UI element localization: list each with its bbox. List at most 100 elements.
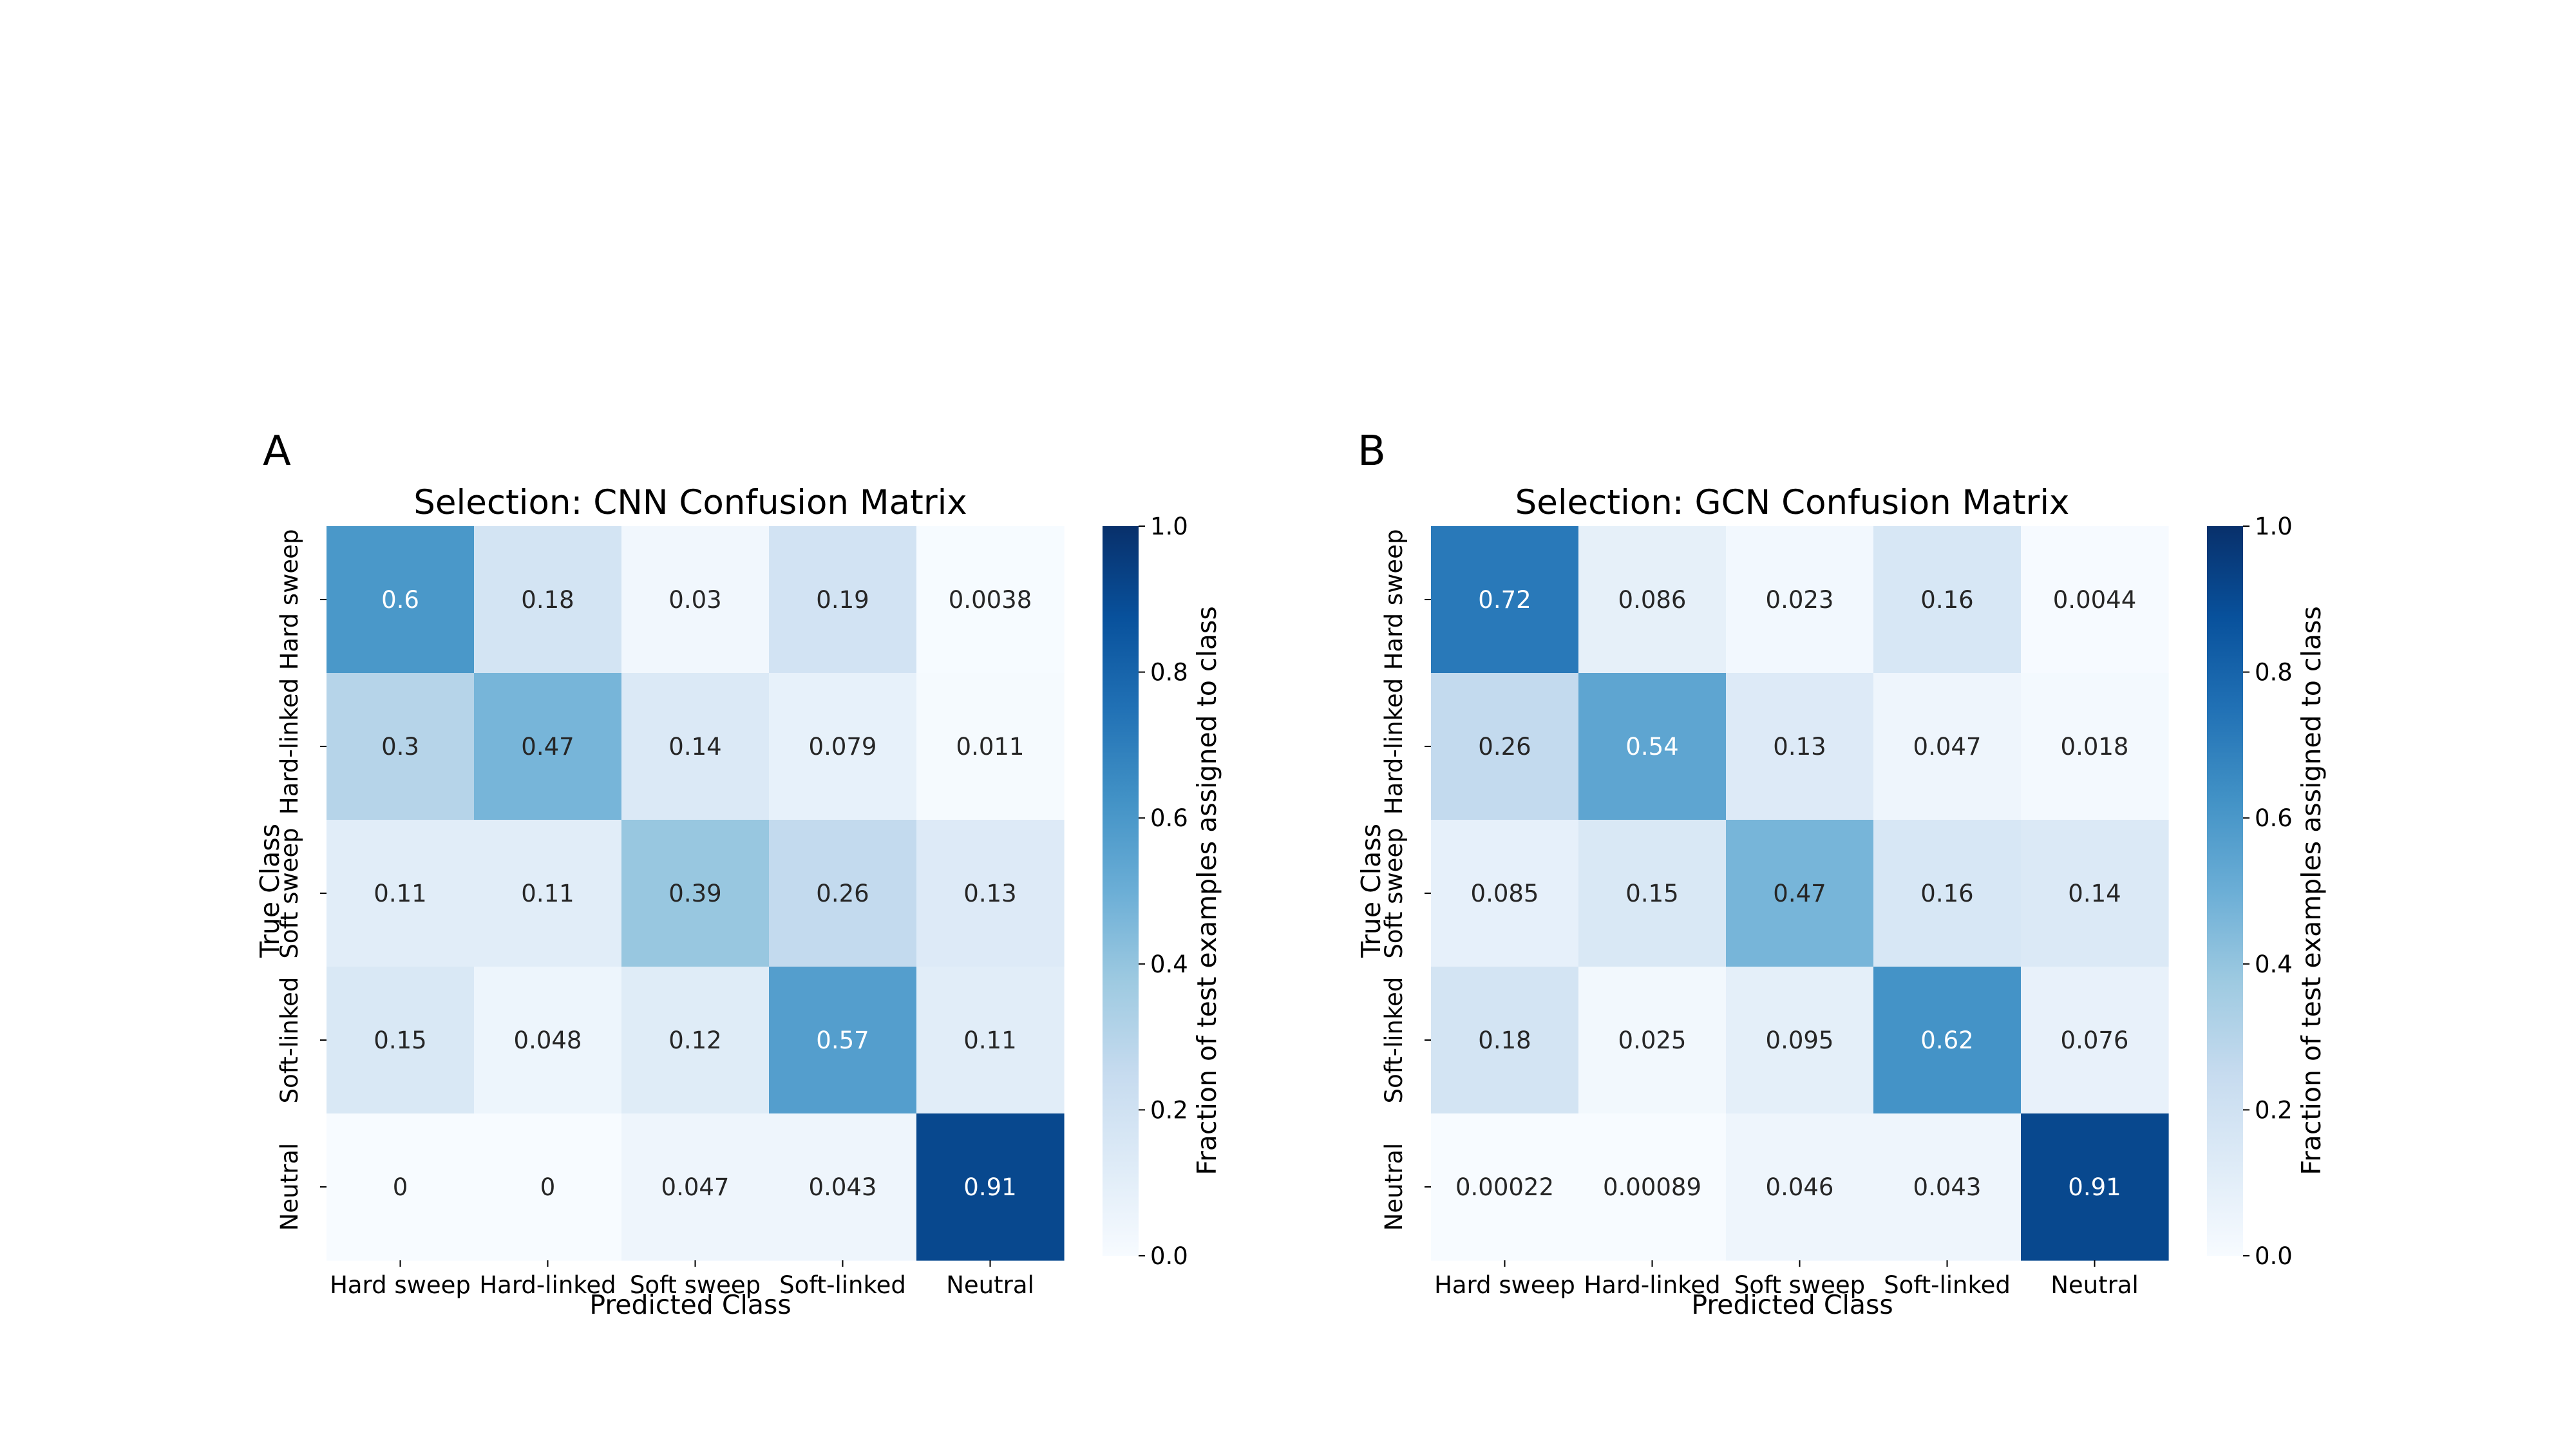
heatmap-cell-r3-c3 [769,967,917,1114]
x-tick-labels-a: Hard sweep Hard-linked Soft sweep Soft-link… [330,1260,1034,1299]
colorbar-label-b: Fraction of test examples assigned to cl… [2296,606,2327,1175]
cell-value-label: 0.14 [668,733,721,761]
heatmap-cell-r2-c2 [1726,820,1874,967]
colorbar-tick-0-0: 0.0 [2255,1242,2293,1270]
x-tick-soft-linked: Soft-linked [1884,1271,2011,1299]
panel-b: B Selection: GCN Confusion Matrix 0.72 0.… [1356,428,2327,1320]
heatmap-cell-r1-c3 [769,673,917,820]
cell-value-label: 0.47 [521,733,574,761]
colorbar-ticks-a: 0.0 0.2 0.4 0.6 0.8 1.0 [1139,513,1188,1270]
y-tick-soft-linked: Soft-linked [1380,977,1408,1104]
cell-value-label: 0.19 [816,586,869,614]
colorbar-tick-0-4: 0.4 [2255,951,2293,978]
x-tick-soft-linked: Soft-linked [779,1271,906,1299]
heatmap-cell-r4-c4 [916,1113,1065,1261]
x-tick-labels-b: Hard sweep Hard-linked Soft sweep Soft-link… [1434,1260,2139,1299]
cell-value-label: 0.39 [668,880,721,907]
heatmap-cell-r1-c0 [1431,673,1579,820]
x-tick-soft-sweep: Soft sweep [630,1271,761,1299]
cell-value-label: 0.00089 [1603,1173,1701,1201]
y-tick-hard-sweep: Hard sweep [276,529,303,670]
x-axis-label-a: Predicted Class [589,1289,791,1320]
heatmap-cell-r0-c1 [474,526,622,674]
cell-value-label: 0.076 [2061,1027,2129,1054]
cell-labels-a: 0.6 0.18 0.03 0.19 0.0038 0.3 0.47 0.14 0.079 0.0… [374,586,1032,1201]
cell-value-label: 0.13 [1773,733,1826,761]
heatmap-cell-r2-c0 [1431,820,1579,967]
colorbar-tick-0-0: 0.0 [1150,1242,1188,1270]
x-tick-hard-linked: Hard-linked [1584,1271,1720,1299]
cell-value-label: 0.18 [1478,1027,1531,1054]
y-tick-labels-b: Hard sweep Hard-linked Soft sweep Soft-link… [1380,529,1431,1231]
heatmap-cell-r4-c4 [2021,1113,2169,1261]
y-axis-label-b: True Class [1356,824,1387,958]
cell-value-label: 0.0038 [949,586,1032,614]
colorbar-tick-0-8: 0.8 [1150,659,1188,687]
cell-value-label: 0.085 [1471,880,1539,907]
cell-value-label: 0.0044 [2053,586,2136,614]
heatmap-cell-r3-c4 [2021,967,2169,1114]
heatmap-cell-r0-c3 [769,526,917,674]
cell-value-label: 0.13 [963,880,1016,907]
heatmap-cell-r4-c2 [621,1113,770,1261]
cell-value-label: 0.26 [816,880,869,907]
cell-value-label: 0.086 [1618,586,1687,614]
colorbar-tick-0-2: 0.2 [1150,1096,1188,1124]
cell-value-label: 0.11 [963,1027,1016,1054]
colorbar-tick-0-2: 0.2 [2255,1096,2293,1124]
cell-value-label: 0.14 [2068,880,2121,907]
x-tick-neutral: Neutral [2050,1271,2139,1299]
y-tick-hard-sweep: Hard sweep [1380,529,1408,670]
cell-value-label: 0.043 [809,1173,877,1201]
cell-value-label: 0.00022 [1455,1173,1554,1201]
colorbar-ticks-b: 0.0 0.2 0.4 0.6 0.8 1.0 [2243,513,2293,1270]
heatmap-cell-r3-c0 [1431,967,1579,1114]
heatmap-cell-r3-c2 [621,967,770,1114]
cell-value-label: 0 [393,1173,408,1201]
heatmap-cell-r0-c1 [1578,526,1727,674]
y-tick-neutral: Neutral [1380,1143,1408,1231]
cell-value-label: 0.16 [1920,880,1973,907]
heatmap-cell-r2-c4 [916,820,1065,967]
heatmap-cell-r0-c0 [1431,526,1579,674]
colorbar-tick-0-6: 0.6 [1150,804,1188,832]
x-axis-label-b: Predicted Class [1691,1289,1893,1320]
colorbar-gradient-b [2207,526,2243,1256]
cell-value-label: 0.11 [521,880,574,907]
heatmap-cell-r2-c1 [1578,820,1727,967]
heatmap-cell-r2-c1 [474,820,622,967]
heatmap-cell-r3-c0 [327,967,475,1114]
heatmap-cell-r3-c3 [1873,967,2022,1114]
x-tick-soft-sweep: Soft sweep [1734,1271,1865,1299]
heatmap-cell-r2-c3 [1873,820,2022,967]
heatmap-cells-b [1431,526,2169,1261]
colorbar-tick-0-8: 0.8 [2255,659,2293,687]
cell-value-label: 0.12 [668,1027,721,1054]
cell-value-label: 0.57 [816,1027,869,1054]
cell-value-label: 0.11 [374,880,426,907]
heatmap-cell-r4-c1 [474,1113,622,1261]
heatmap-cell-r1-c2 [1726,673,1874,820]
heatmap-cell-r1-c1 [474,673,622,820]
heatmap-cell-r1-c1 [1578,673,1727,820]
heatmap-cell-r4-c3 [1873,1113,2022,1261]
cell-value-label: 0.025 [1618,1027,1687,1054]
cell-value-label: 0.048 [514,1027,582,1054]
heatmap-cell-r3-c4 [916,967,1065,1114]
cell-value-label: 0.047 [1913,733,1982,761]
colorbar-tick-0-4: 0.4 [1150,951,1188,978]
chart-title-a: Selection: CNN Confusion Matrix [413,483,967,522]
heatmap-cell-r0-c2 [621,526,770,674]
y-tick-labels-a: Hard sweep Hard-linked Soft sweep Soft-link… [276,529,327,1231]
colorbar-tick-1-0: 1.0 [2255,513,2293,540]
cell-value-label: 0.095 [1766,1027,1834,1054]
heatmap-cell-r1-c2 [621,673,770,820]
heatmap-cells-a [327,526,1065,1261]
colorbar-label-a: Fraction of test examples assigned to cl… [1191,606,1222,1175]
cell-value-label: 0.15 [1625,880,1678,907]
heatmap-cell-r2-c2 [621,820,770,967]
panel-letter-b: B [1358,428,1386,475]
cell-value-label: 0.023 [1766,586,1834,614]
colorbar-a: 0.0 0.2 0.4 0.6 0.8 1.0 Fraction of test exam… [1103,513,1222,1270]
